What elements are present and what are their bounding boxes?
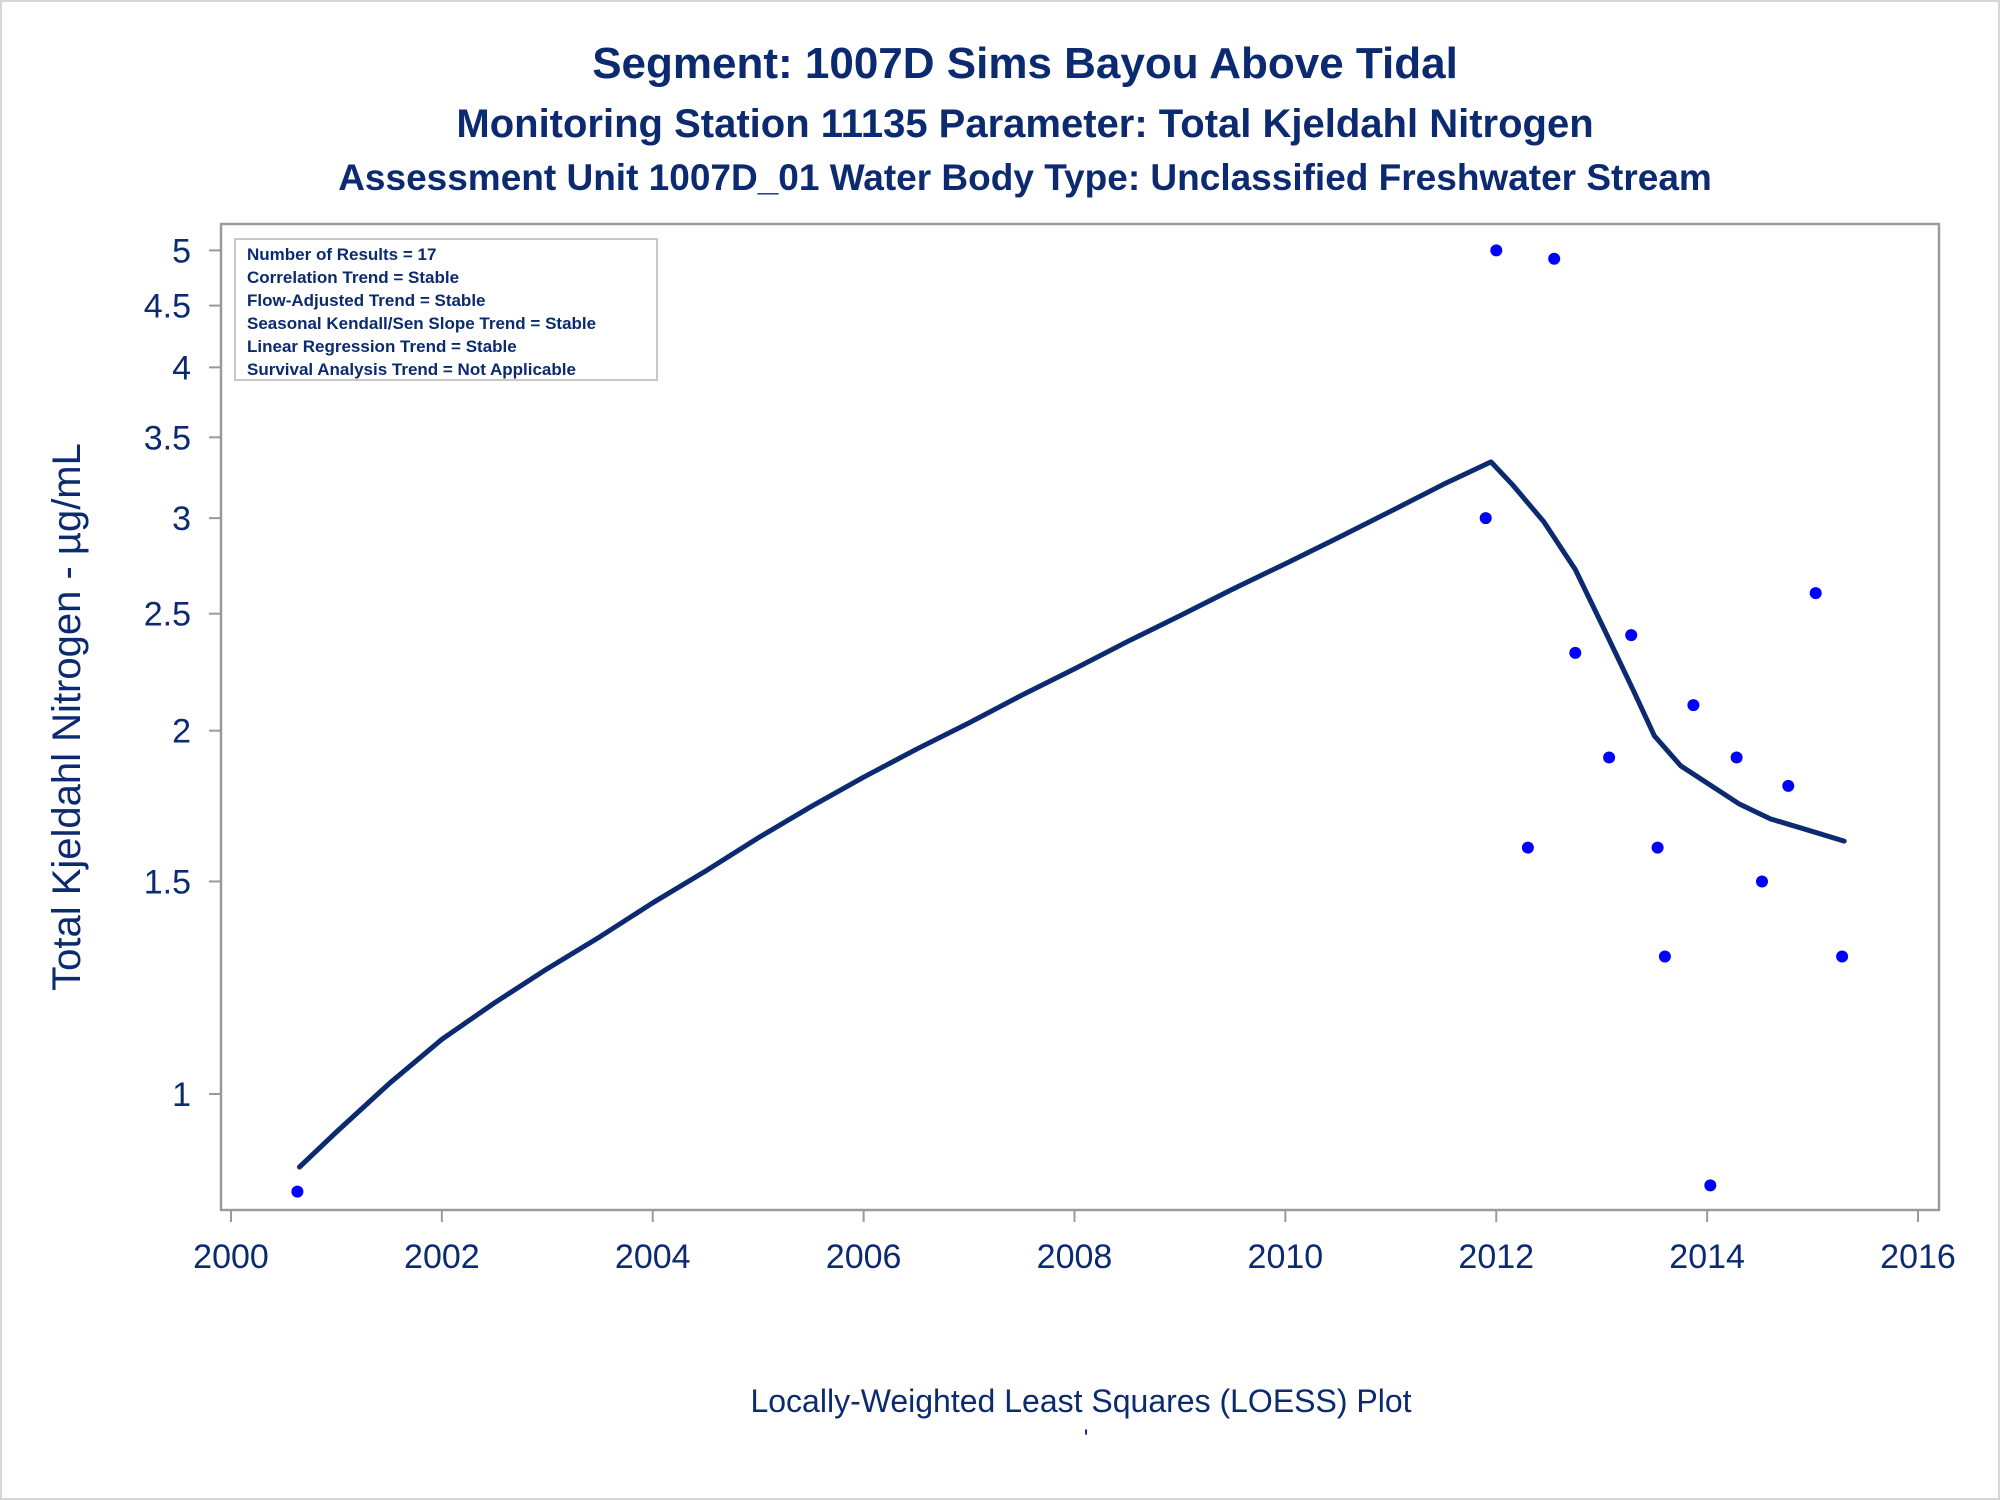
data-point	[1809, 587, 1822, 600]
plot-area	[219, 222, 1941, 1212]
data-point	[1490, 244, 1503, 257]
x-tick-label: 2012	[1458, 1238, 1534, 1276]
stat-correlation-trend: Correlation Trend = Stable	[247, 268, 459, 287]
x-tick-label: 2014	[1669, 1238, 1745, 1276]
data-point	[1704, 1179, 1717, 1192]
data-point	[1730, 751, 1743, 764]
data-point	[1756, 875, 1768, 888]
stat-number-of-results: Number of Results = 17	[247, 245, 436, 264]
data-point	[1658, 950, 1671, 963]
data-point	[1782, 779, 1795, 792]
footnote: Locally-Weighted Least Squares (LOESS) P…	[750, 1383, 1411, 1419]
data-point	[1836, 950, 1849, 963]
y-axis-label: Total Kjeldahl Nitrogen - µg/mL	[45, 443, 89, 991]
data-point	[1548, 252, 1561, 265]
data-point	[1651, 841, 1664, 854]
data-point	[1521, 841, 1534, 854]
stat-linear-regression-trend: Linear Regression Trend = Stable	[247, 337, 517, 356]
x-tick-label: 2004	[615, 1238, 691, 1276]
footnote-mark: '	[1084, 1425, 1089, 1452]
stat-flow-adjusted-trend: Flow-Adjusted Trend = Stable	[247, 291, 486, 310]
chart-subtitle: Monitoring Station 11135 Parameter: Tota…	[456, 102, 1593, 146]
x-tick-label: 2016	[1880, 1238, 1956, 1276]
chart-title: Segment: 1007D Sims Bayou Above Tidal	[592, 39, 1458, 88]
x-tick-label: 2002	[404, 1238, 480, 1276]
y-tick-label: 1.5	[144, 863, 191, 901]
loess-trend-line	[297, 459, 1847, 1170]
y-tick-label: 5	[172, 232, 191, 270]
y-tick-label: 4	[172, 349, 191, 387]
y-tick-label: 2	[172, 713, 191, 751]
x-tick-label: 2010	[1248, 1238, 1324, 1276]
y-tick-label: 4.5	[144, 288, 191, 326]
stat-survival-analysis-trend: Survival Analysis Trend = Not Applicable	[247, 360, 576, 379]
x-tick-label: 2008	[1037, 1238, 1113, 1276]
y-tick-label: 3.5	[144, 419, 191, 457]
y-axis: 1 1.5 2 2.5 3 3.5 4 4.5 5	[144, 232, 221, 1114]
data-point	[1603, 751, 1616, 764]
data-point	[1687, 699, 1700, 712]
stats-box: Number of Results = 17 Correlation Trend…	[234, 238, 658, 381]
stats-box-frame	[234, 238, 658, 381]
data-point	[1479, 512, 1492, 525]
y-tick-label: 3	[172, 500, 191, 538]
y-tick-label: 2.5	[144, 596, 191, 634]
x-tick-label: 2000	[193, 1238, 269, 1276]
series-loess-line	[297, 459, 1847, 1170]
stat-seasonal-kendall-trend: Seasonal Kendall/Sen Slope Trend = Stabl…	[247, 314, 596, 333]
x-tick-label: 2006	[826, 1238, 902, 1276]
data-point	[1569, 646, 1582, 659]
series-observations	[291, 244, 1849, 1198]
y-tick-label: 1	[172, 1076, 191, 1114]
data-point	[291, 1185, 304, 1198]
data-point	[1625, 629, 1638, 642]
chart-subtitle-assessment: Assessment Unit 1007D_01 Water Body Type…	[338, 157, 1712, 198]
x-axis: 2000 2002 2004 2006 2008 2010 2012 2014 2016	[193, 1210, 1956, 1276]
